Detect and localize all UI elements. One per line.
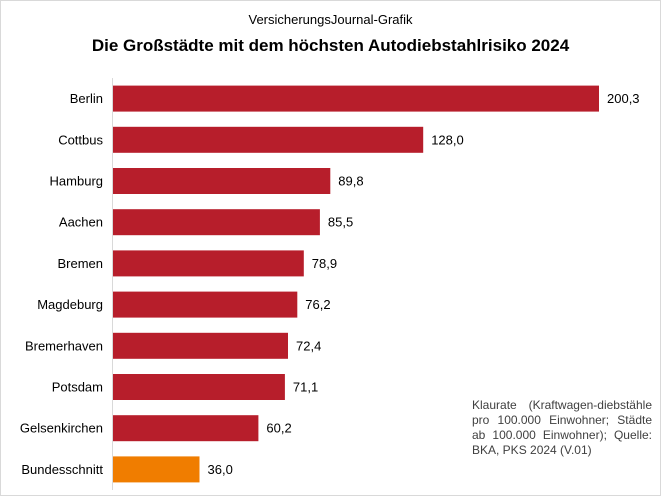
category-label: Bremerhaven [25,338,103,353]
category-label: Hamburg [50,174,103,189]
category-label: Gelsenkirchen [20,421,103,436]
chart-subtitle: VersicherungsJournal-Grafik [248,12,413,27]
bar-bundesschnitt [112,456,200,483]
value-label: 200,3 [607,91,640,106]
bar-magdeburg [112,291,298,318]
value-label: 89,8 [338,174,363,189]
value-label: 85,5 [328,215,353,230]
bar-berlin [112,85,599,112]
bar-bremerhaven [112,332,288,359]
bar-gelsenkirchen [112,415,259,442]
category-label: Magdeburg [37,297,103,312]
bar-cottbus [112,126,424,153]
category-label: Bremen [57,256,103,271]
bar-bremen [112,250,304,277]
category-label: Berlin [70,91,103,106]
category-label: Bundesschnitt [21,462,103,477]
bar-aachen [112,209,320,236]
value-label: 72,4 [296,338,321,353]
value-label: 60,2 [266,421,291,436]
category-label: Potsdam [52,380,103,395]
category-label: Cottbus [58,132,103,147]
chart-title: Die Großstädte mit dem höchsten Autodieb… [91,36,570,55]
value-label: 36,0 [208,462,233,477]
bar-potsdam [112,374,285,400]
value-label: 128,0 [431,132,464,147]
bar-hamburg [112,168,331,194]
category-label: Aachen [59,215,103,230]
source-note: Klaurate (Kraftwagen-diebstähle pro 100.… [472,398,652,457]
value-label: 78,9 [312,256,337,271]
value-label: 71,1 [293,380,318,395]
value-label: 76,2 [305,297,330,312]
